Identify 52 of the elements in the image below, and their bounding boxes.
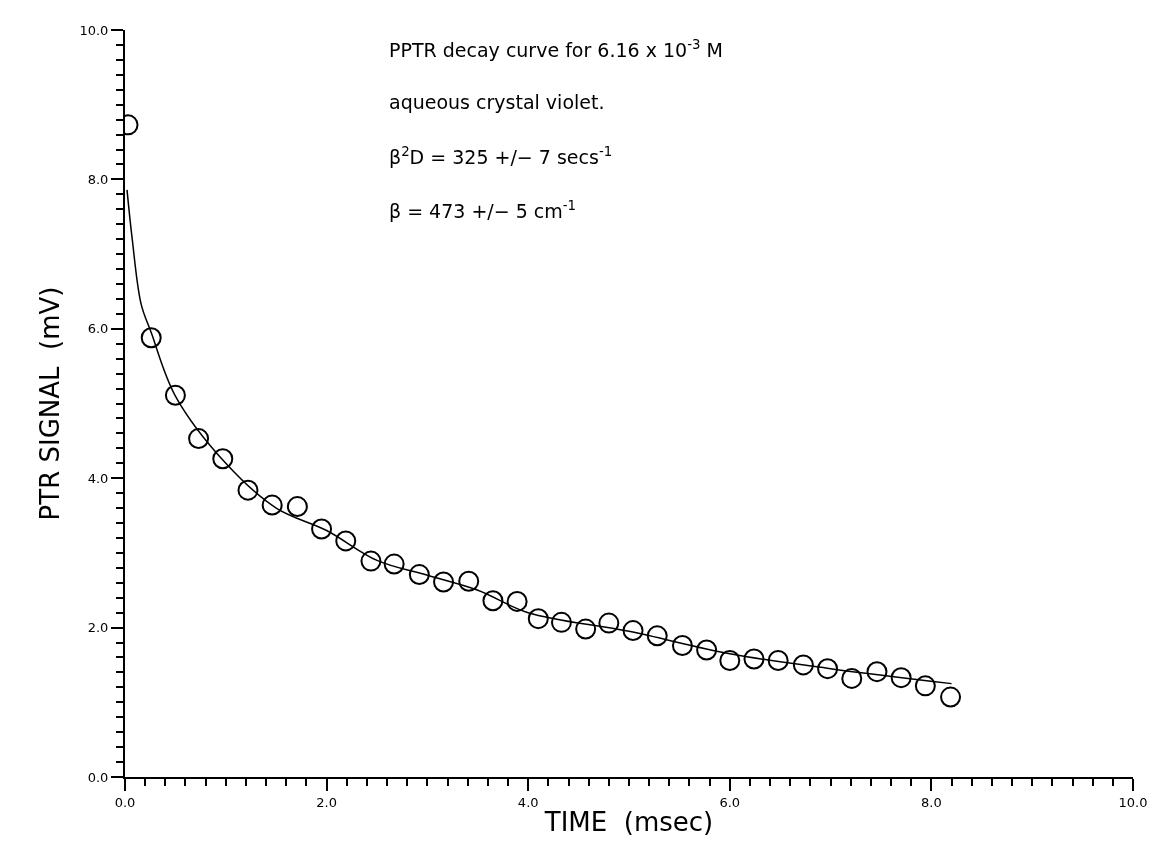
y-tick-label: 6.0 (87, 321, 109, 337)
y-tick-label: 8.0 (87, 171, 109, 187)
point (286, 496, 308, 518)
point (767, 649, 789, 671)
point (575, 618, 597, 640)
x-tick-label: 8.0 (921, 794, 942, 810)
point (261, 494, 283, 516)
y-tick-label: 0.0 (87, 769, 109, 785)
point (841, 667, 863, 689)
x-tick-label: 4.0 (517, 794, 539, 810)
point (940, 686, 962, 708)
point (817, 658, 839, 680)
x-tick-label: 6.0 (719, 794, 741, 810)
point (506, 590, 528, 612)
point (140, 327, 162, 349)
annotation: PPTR decay curve for 6.16 x 10$^{-3}$ M (389, 37, 723, 61)
point (433, 571, 455, 593)
point (719, 649, 741, 671)
y-tick-label: 10.0 (79, 22, 109, 38)
point (360, 550, 382, 572)
annotation: aqueous crystal violet. (389, 91, 605, 113)
point (792, 654, 814, 676)
x-tick-label: 10.0 (1118, 794, 1148, 810)
point (914, 675, 936, 697)
point (527, 608, 549, 630)
x-tick-label: 2.0 (316, 794, 337, 810)
y-tick-label: 2.0 (87, 620, 109, 636)
annotation: β = 473 +/− 5 cm$^{-1}$ (389, 198, 577, 222)
x-tick-label: 0.0 (114, 794, 136, 810)
point (646, 625, 668, 647)
point (743, 648, 765, 670)
point (311, 518, 333, 540)
point (458, 570, 480, 592)
point (482, 590, 504, 612)
point (237, 479, 259, 501)
point (188, 428, 210, 450)
point (164, 384, 186, 406)
point (598, 612, 620, 634)
point (550, 611, 572, 633)
point (622, 620, 644, 642)
point (866, 661, 888, 683)
point (671, 635, 693, 657)
annotation: β$^{2}$D = 325 +/− 7 secs$^{-1}$ (389, 144, 613, 168)
point (696, 639, 718, 661)
point (890, 667, 912, 689)
point (212, 448, 234, 470)
y-tick-label: 4.0 (87, 470, 109, 486)
point (383, 553, 405, 575)
y-axis-title: PTR SIGNAL (mV) (35, 286, 66, 521)
point (408, 564, 430, 586)
x-axis-title: TIME (msec) (543, 806, 714, 837)
point (335, 530, 357, 552)
